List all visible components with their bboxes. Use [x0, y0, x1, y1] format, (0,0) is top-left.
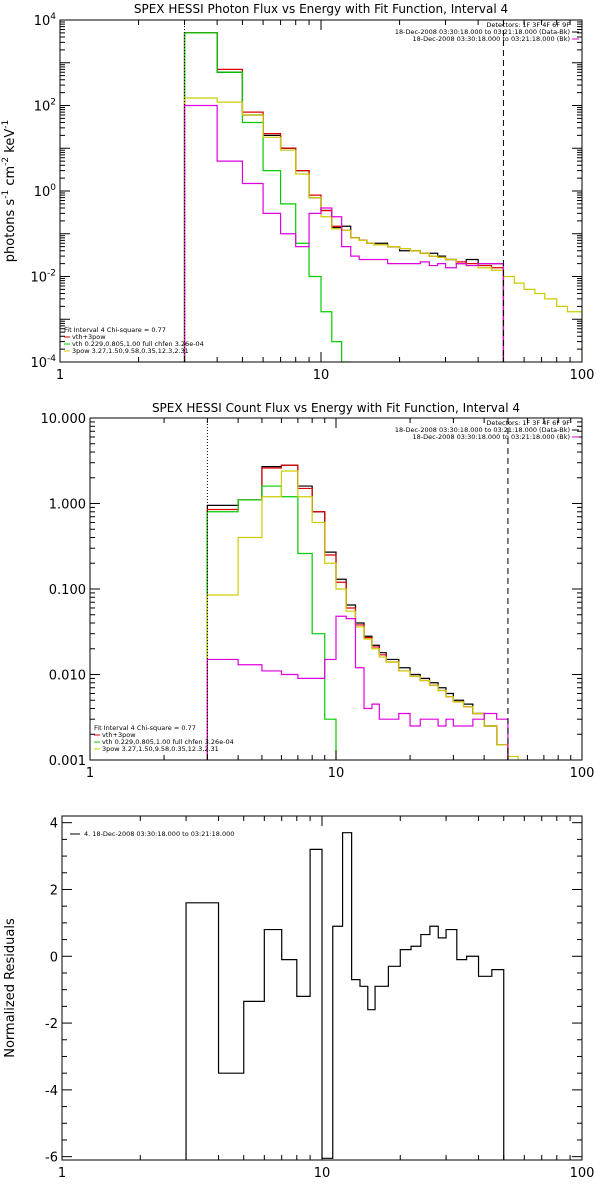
x-tick-label: 10 — [314, 1166, 331, 1181]
y-axis-label-part: cm — [3, 166, 18, 190]
y-tick-base: 10 — [34, 14, 51, 29]
chart-title: SPEX HESSI Count Flux vs Energy with Fit… — [152, 401, 520, 415]
x-tick-label: 1 — [58, 1166, 66, 1181]
y-tick-label: 0.010 — [49, 669, 86, 684]
y-tick-exponent: 4 — [50, 12, 56, 22]
legend-bottom-entry: 3pow 3.27,1.50,9.58,0.35,12.3,2.31 — [102, 745, 219, 753]
y-tick-label: 4 — [50, 817, 58, 832]
plot-frame — [61, 815, 583, 1161]
y-tick-base: 10 — [30, 271, 47, 286]
y-tick-label: 2 — [50, 883, 58, 898]
x-tick-label: 100 — [570, 766, 595, 781]
y-tick-exponent: 0 — [50, 183, 56, 193]
y-axis-label-part: -2 — [1, 157, 11, 166]
y-tick-base: 10 — [34, 100, 51, 115]
y-axis-label-text: photons s — [3, 199, 18, 263]
x-tick-label: 100 — [570, 368, 595, 383]
legend-top-entry: Detectors: 1F 3F 4F 6F 9F — [486, 21, 570, 29]
legend-bottom-entry: vth 0.229,0.805,1.00 full chfen 3.26e-04 — [72, 340, 204, 348]
legend-top-entry: 18-Dec-2008 03:30:18.000 to 03:21:18.000… — [413, 433, 571, 441]
y-tick-label: 0.100 — [49, 583, 86, 598]
x-tick-label: 10 — [328, 766, 345, 781]
legend-bottom-entry: Fit Interval 4 Chi-square = 0.77 — [94, 724, 196, 732]
y-tick-base: 10 — [30, 356, 47, 371]
chart-title: SPEX HESSI Photon Flux vs Energy with Fi… — [134, 2, 508, 16]
legend-entry: 4. 18-Dec-2008 03:30:18.000 to 03:21:18.… — [84, 830, 234, 838]
series-4-step-line — [206, 470, 519, 760]
series-3-step-line — [206, 485, 337, 760]
y-axis-label-part: -1 — [1, 190, 11, 199]
y-tick-base: 10 — [34, 185, 51, 200]
y-axis-label-part: keV — [3, 129, 18, 157]
y-tick-label: 102 — [34, 98, 56, 115]
legend-bottom-entry: Fit Interval 4 Chi-square = 0.77 — [64, 326, 166, 334]
legend-bottom-entry: vth 0.229,0.805,1.00 full chfen 3.26e-04 — [102, 738, 234, 746]
x-tick-label: 100 — [570, 1166, 595, 1181]
plot-area — [206, 464, 519, 760]
y-tick-label: 10-2 — [30, 269, 56, 286]
series-5-step-line — [206, 615, 509, 760]
legend-bottom-entry: vth+3pow — [72, 333, 106, 341]
y-tick-label: 104 — [34, 12, 57, 29]
y-tick-label: -6 — [45, 1151, 58, 1166]
x-tick-label: 1 — [56, 368, 64, 383]
x-tick-label: 1 — [86, 766, 94, 781]
plot-area — [185, 832, 505, 1160]
y-tick-exponent: -2 — [47, 269, 56, 279]
plot-frame — [89, 417, 583, 761]
y-axis-label-part: -1 — [1, 120, 11, 129]
y-tick-exponent: -4 — [47, 354, 56, 364]
y-tick-label: 10-4 — [30, 354, 56, 371]
y-tick-label: 10.000 — [41, 412, 87, 427]
series-1-step-line — [206, 464, 509, 760]
y-axis-label: photons s-1 cm-2 keV-1 — [1, 120, 18, 262]
series-1-step-line — [185, 832, 505, 1160]
plot-area — [183, 32, 582, 362]
y-tick-label: -2 — [45, 1017, 58, 1032]
y-tick-label: 1.000 — [49, 498, 86, 513]
chart-panel-1: SPEX HESSI Photon Flux vs Energy with Fi… — [1, 2, 594, 383]
series-2-step-line — [183, 32, 505, 362]
y-axis-label-text: Normalized Residuals — [3, 918, 18, 1058]
y-tick-label: 100 — [34, 183, 57, 200]
plot-frame — [59, 19, 583, 363]
series-3-step-line — [183, 32, 351, 362]
chart-panel-3: 1 10 100 4 2 0 -2 -4 -6 Normalized Residuals 4. 18… — [3, 815, 595, 1181]
legend-bottom-entry: 3pow 3.27,1.50,9.58,0.35,12.3,2.31 — [72, 347, 189, 355]
series-2-step-line — [206, 464, 509, 760]
y-tick-exponent: 2 — [50, 98, 56, 108]
series-1-step-line — [183, 32, 505, 362]
series-5-step-line — [183, 104, 505, 362]
legend-top-entry: 18-Dec-2008 03:30:18.000 to 03:21:18.000… — [413, 35, 571, 43]
y-tick-label: 0 — [50, 950, 58, 965]
legend-bottom-entry: vth+3pow — [102, 731, 136, 739]
legend-top-entry: Detectors: 1F 3F 4F 6F 9F — [486, 419, 570, 427]
chart-panel-2: SPEX HESSI Count Flux vs Energy with Fit… — [41, 401, 595, 781]
legend-top-entry: 18-Dec-2008 03:30:18.000 to 03:21:18.000… — [395, 28, 570, 36]
y-tick-label: -4 — [45, 1084, 58, 1099]
x-tick-label: 10 — [313, 368, 330, 383]
y-tick-label: 0.001 — [49, 754, 86, 769]
legend-top-entry: 18-Dec-2008 03:30:18.000 to 03:21:18.000… — [395, 426, 570, 434]
series-4-step-line — [183, 97, 582, 362]
y-axis-label: Normalized Residuals — [3, 918, 18, 1058]
